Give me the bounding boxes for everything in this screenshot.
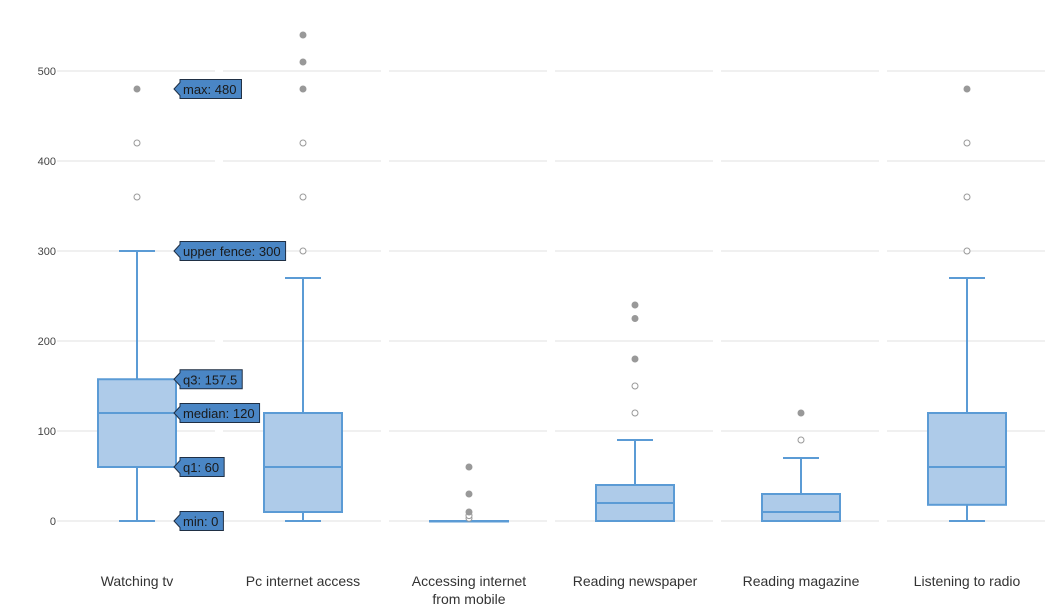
box-1[interactable] [263,31,343,522]
y-tick-label: 300 [38,246,56,258]
box-4[interactable] [761,409,841,522]
y-tick-label: 100 [38,426,56,438]
x-category-label: Reading newspaper [573,573,698,589]
x-category-label: Reading magazine [743,573,860,589]
extreme-outlier-point[interactable] [465,508,473,516]
x-category-label: Watching tv [101,573,174,589]
box-2[interactable] [429,463,509,523]
x-category-label: from mobile [432,591,505,607]
x-category-label: Accessing internet [412,573,527,589]
y-tick-label: 400 [38,156,56,168]
iqr-box [97,378,177,468]
iqr-box [263,412,343,513]
extreme-outlier-point[interactable] [299,31,307,39]
extreme-outlier-point[interactable] [797,409,805,417]
gridlines [57,70,1045,522]
x-axis: Watching tv Pc internet access Accessing i… [101,573,1021,607]
extreme-outlier-point[interactable] [465,463,473,471]
outlier-point[interactable] [133,139,141,147]
tooltip-background [173,403,261,423]
outlier-point[interactable] [963,247,971,255]
outlier-point[interactable] [299,193,307,201]
tooltip: q3: 157.5 [173,369,243,390]
tooltip-text: median: 120 [183,406,255,421]
outlier-point[interactable] [631,382,639,390]
tooltip: q1: 60 [173,457,225,477]
tooltip: min: 0 [173,511,224,531]
tooltip-background [173,79,242,99]
x-category-label: Pc internet access [246,573,360,589]
iqr-box [761,493,841,522]
box-series [97,31,1007,523]
extreme-outlier-point[interactable] [631,301,639,309]
outlier-point[interactable] [631,409,639,417]
tooltip: upper fence: 300 [173,241,287,261]
tooltip-text: q1: 60 [183,460,219,475]
tooltip: max: 480 [173,79,242,99]
outlier-point[interactable] [299,139,307,147]
outlier-point[interactable] [133,193,141,201]
y-axis: 0 100 200 300 400 500 [38,66,56,528]
extreme-outlier-point[interactable] [465,490,473,498]
outlier-point[interactable] [963,193,971,201]
outlier-point[interactable] [299,247,307,255]
box-3[interactable] [595,301,675,522]
tooltip-text: min: 0 [183,514,218,529]
box-0[interactable] [97,85,177,522]
tooltip-background [173,457,225,477]
tooltip-text: max: 480 [183,82,236,97]
outlier-point[interactable] [963,139,971,147]
extreme-outlier-point[interactable] [631,355,639,363]
extreme-outlier-point[interactable] [299,85,307,93]
tooltip: median: 120 [173,403,261,423]
extreme-outlier-point[interactable] [631,315,639,322]
outlier-point[interactable] [797,436,805,444]
tooltip-text: upper fence: 300 [183,244,281,259]
y-tick-label: 0 [50,516,56,528]
hover-tooltips: max: 480 upper fence: 300 q3: 157.5 median:… [173,79,287,531]
y-tick-label: 500 [38,66,56,78]
x-category-label: Listening to radio [914,573,1021,589]
extreme-outlier-point[interactable] [299,58,307,66]
y-tick-label: 200 [38,336,56,348]
tooltip-background [173,369,243,390]
box-5[interactable] [927,85,1007,522]
tooltip-text: q3: 157.5 [183,372,237,387]
extreme-outlier-point[interactable] [963,85,971,93]
tooltip-background [173,511,224,531]
extreme-outlier-point[interactable] [133,85,141,93]
iqr-box [927,412,1007,506]
tooltip-background [173,241,287,261]
